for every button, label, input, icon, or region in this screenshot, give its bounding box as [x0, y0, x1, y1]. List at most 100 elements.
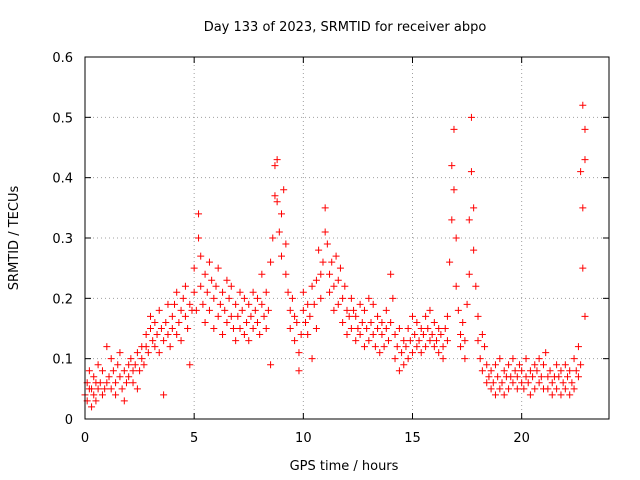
- data-point: [219, 331, 227, 339]
- data-point: [199, 300, 207, 308]
- data-point: [413, 343, 421, 351]
- data-point: [395, 367, 403, 375]
- data-point: [476, 355, 484, 363]
- data-point: [419, 331, 427, 339]
- data-point: [195, 210, 203, 218]
- data-point: [515, 361, 523, 369]
- data-point: [520, 385, 528, 393]
- data-point: [291, 337, 299, 345]
- x-axis-label: GPS time / hours: [290, 459, 399, 474]
- data-point: [548, 379, 556, 387]
- data-point: [535, 355, 543, 363]
- data-point: [330, 282, 338, 290]
- grid-lines: [85, 57, 609, 419]
- data-point: [465, 216, 473, 224]
- data-point: [299, 288, 307, 296]
- data-point: [120, 397, 128, 405]
- data-point: [203, 288, 211, 296]
- data-point: [374, 325, 382, 332]
- data-point: [98, 367, 106, 375]
- data-point: [245, 337, 253, 345]
- data-point: [413, 318, 421, 326]
- data-point: [531, 385, 539, 393]
- data-point: [356, 300, 364, 308]
- data-point: [312, 276, 320, 284]
- data-point: [374, 312, 382, 320]
- data-point: [278, 252, 285, 260]
- data-point: [114, 361, 122, 369]
- data-point: [463, 300, 471, 308]
- chart-title: Day 133 of 2023, SRMTID for receiver abp…: [204, 20, 487, 35]
- data-point: [533, 367, 541, 375]
- data-point: [147, 312, 154, 320]
- data-point: [295, 367, 303, 375]
- data-point: [140, 361, 148, 369]
- data-point: [356, 331, 364, 339]
- data-point: [90, 391, 98, 399]
- data-point: [546, 367, 554, 375]
- data-point: [118, 385, 126, 393]
- x-tick-label: 10: [295, 431, 312, 446]
- data-point: [352, 312, 360, 320]
- data-point: [452, 234, 460, 242]
- data-point: [474, 337, 482, 345]
- data-point: [210, 325, 218, 332]
- data-point: [360, 343, 368, 351]
- data-point: [537, 373, 545, 381]
- data-point: [168, 312, 176, 320]
- data-point: [363, 325, 371, 332]
- data-point: [85, 367, 93, 375]
- data-point: [155, 349, 163, 357]
- data-point: [264, 306, 272, 314]
- data-point: [214, 312, 222, 320]
- data-point: [245, 300, 253, 308]
- data-point: [177, 337, 185, 345]
- data-point: [267, 258, 275, 266]
- data-point: [448, 162, 456, 170]
- data-point: [400, 361, 408, 369]
- data-point: [435, 349, 443, 357]
- data-point: [450, 186, 458, 194]
- data-point: [382, 325, 390, 332]
- data-point: [439, 355, 447, 363]
- data-point: [367, 318, 375, 326]
- data-point: [256, 331, 264, 339]
- data-point: [201, 270, 209, 278]
- data-point: [540, 361, 547, 369]
- data-point: [579, 264, 587, 272]
- data-point: [101, 385, 109, 393]
- data-point: [450, 125, 458, 133]
- data-point: [518, 379, 526, 387]
- data-point: [144, 349, 152, 357]
- data-point: [125, 373, 133, 381]
- y-tick-label: 0.2: [52, 292, 73, 307]
- data-point: [310, 300, 318, 308]
- axis-ticks: 0 0.1 0.2 0.3 0.4 0.5 0.6 0 5 10 15 20: [52, 51, 609, 446]
- data-point: [225, 294, 233, 302]
- data-point: [365, 337, 373, 345]
- data-point: [205, 258, 213, 266]
- data-point: [321, 228, 329, 236]
- data-point: [406, 337, 414, 345]
- data-point: [295, 349, 303, 357]
- data-point: [574, 373, 582, 381]
- data-point: [258, 300, 266, 308]
- data-point: [312, 325, 320, 332]
- data-point: [326, 288, 334, 296]
- data-point: [334, 276, 342, 284]
- data-point: [478, 367, 486, 375]
- x-tick-label: 5: [190, 431, 198, 446]
- data-point: [409, 349, 416, 357]
- data-point: [96, 379, 104, 387]
- data-point: [155, 306, 163, 314]
- data-point: [581, 156, 589, 164]
- data-point: [555, 373, 563, 381]
- data-point: [282, 270, 290, 278]
- data-point: [522, 373, 530, 381]
- data-point: [197, 282, 205, 290]
- data-point: [376, 349, 384, 357]
- data-point: [461, 337, 469, 345]
- data-point: [496, 385, 504, 393]
- data-point: [181, 282, 189, 290]
- data-point: [579, 101, 587, 109]
